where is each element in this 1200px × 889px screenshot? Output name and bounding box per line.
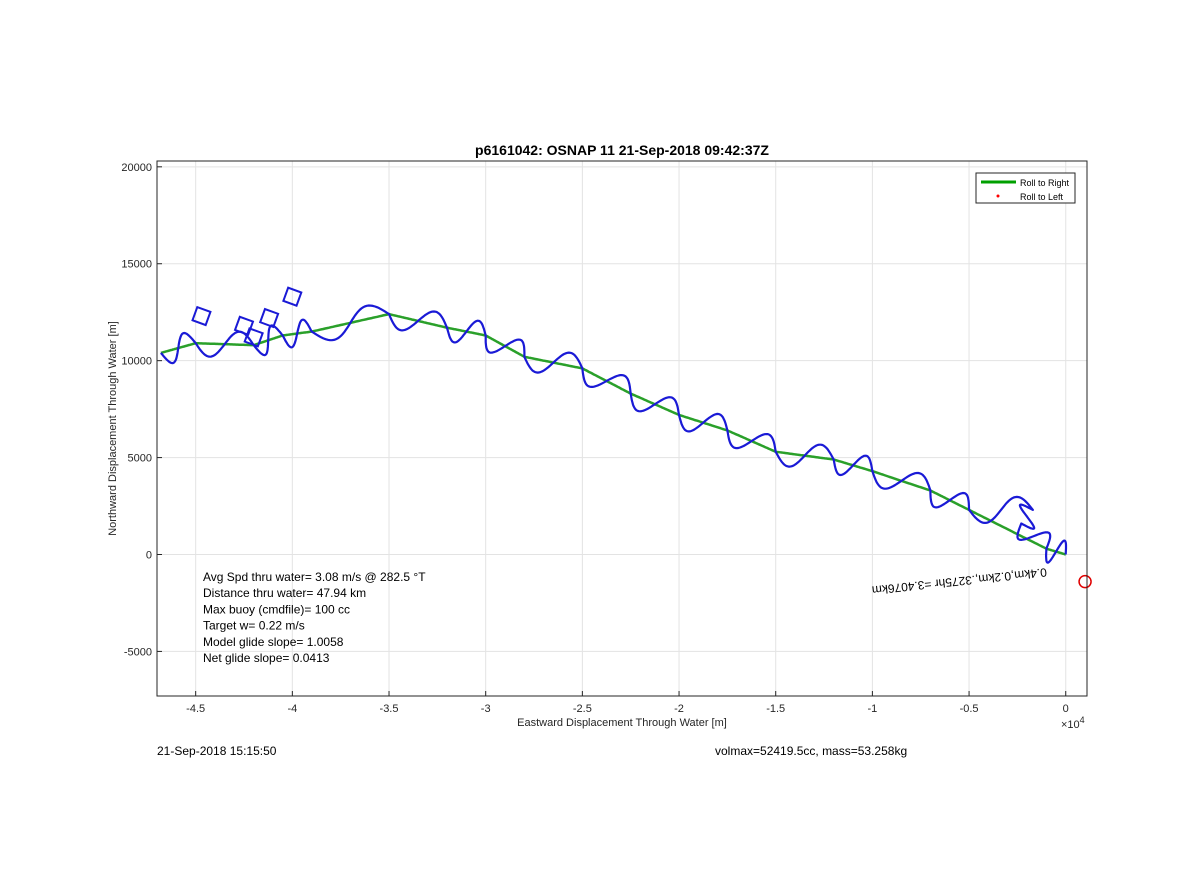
x-tick-label: -1.5	[766, 703, 785, 715]
chart-title: p6161042: OSNAP 11 21-Sep-2018 09:42:37Z	[475, 142, 769, 158]
annotation-text: Net glide slope= 0.0413	[203, 651, 330, 665]
y-tick-label: 20000	[121, 162, 152, 174]
trajectory-square-mark	[282, 286, 303, 307]
x-axis-label: Eastward Displacement Through Water [m]	[517, 717, 727, 729]
footer-timestamp: 21-Sep-2018 15:15:50	[157, 744, 277, 758]
axes-layer: -4.5 -4 -3.5 -3 -2.5 -2 -1.5 -1 -0.5 0 -5000 0 5000 1…	[107, 142, 1088, 731]
x-axis-multiplier-exponent: 4	[1080, 715, 1085, 725]
legend-layer: Roll to Right Roll to Left	[975, 172, 1076, 204]
annotation-text: Distance thru water= 47.94 km	[203, 586, 366, 600]
x-tick-label: -4	[287, 703, 297, 715]
x-tick-label: 0	[1063, 703, 1069, 715]
legend-label: Roll to Left	[1020, 192, 1064, 202]
footer-volmax-mass: volmax=52419.5cc, mass=53.258kg	[715, 744, 908, 758]
x-tick-label: -2	[674, 703, 684, 715]
x-tick-label: -3.5	[380, 703, 399, 715]
y-tick-label: 5000	[128, 453, 152, 465]
legend-box	[975, 172, 1076, 204]
end-marker-circle	[1078, 574, 1092, 589]
y-tick-label: 10000	[121, 356, 152, 368]
series-line-roll-to-left	[160, 304, 1068, 564]
annotation-text: Max buoy (cmdfile)= 100 cc	[203, 602, 350, 616]
trajectory-square-mark	[191, 305, 212, 327]
legend-swatch-dot	[996, 194, 1000, 198]
y-tick-label: 15000	[121, 259, 152, 271]
x-tick-label: -0.5	[960, 703, 979, 715]
x-axis-multiplier: ×104	[1061, 715, 1085, 731]
x-tick-label: -4.5	[186, 703, 205, 715]
plot-area	[157, 161, 1087, 696]
series-layer	[160, 286, 1092, 589]
y-tick-label: -5000	[124, 646, 152, 658]
trajectory-square-mark	[258, 307, 280, 329]
trajectory-square-mark	[243, 327, 264, 348]
x-tick-label: -3	[481, 703, 491, 715]
legend-label: Roll to Right	[1020, 178, 1070, 188]
grid-layer	[157, 161, 1087, 696]
axes-box	[156, 160, 1088, 697]
y-axis-label: Northward Displacement Through Water [m]	[107, 321, 119, 536]
annotation-text: Model glide slope= 1.0058	[203, 635, 344, 649]
x-tick-label: -2.5	[573, 703, 592, 715]
y-tick-label: 0	[146, 549, 152, 561]
x-tick-label: -1	[867, 703, 877, 715]
annotation-text: Avg Spd thru water= 3.08 m/s @ 282.5 °T	[203, 570, 426, 584]
annotation-text: Target w= 0.22 m/s	[203, 619, 305, 633]
